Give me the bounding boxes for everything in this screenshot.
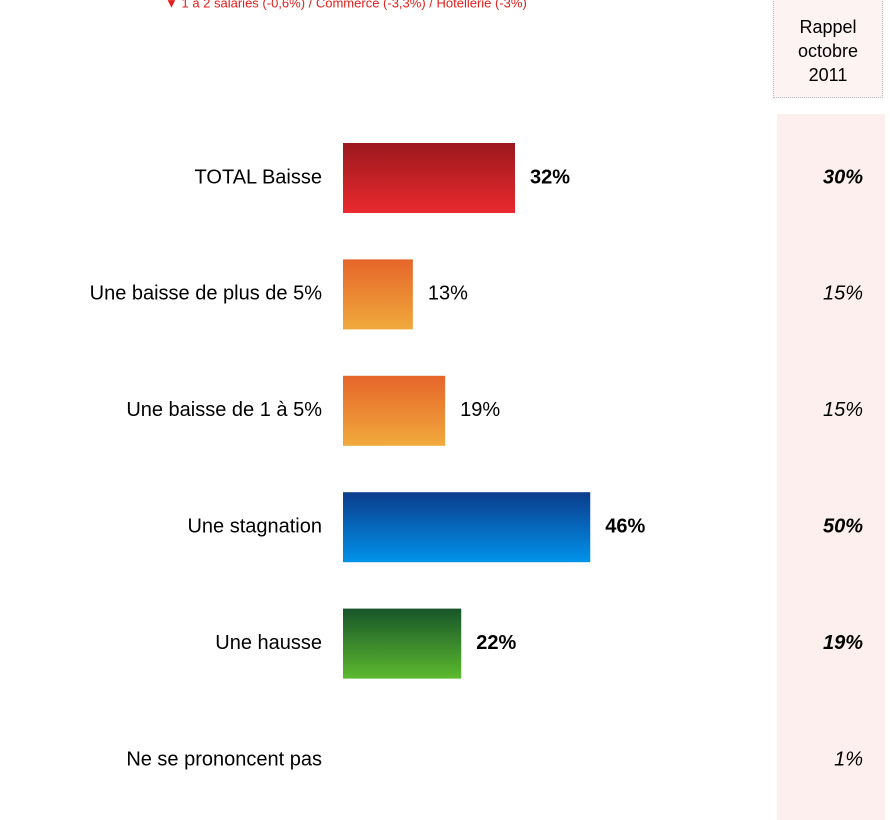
- category-label: Une stagnation: [187, 515, 322, 537]
- bar: [343, 259, 413, 330]
- category-label: Une hausse: [215, 632, 322, 654]
- annotation: ▼ 1 à 2 salariés (-0,6%) / Commerce (-3,…: [165, 0, 527, 10]
- category-label: Ne se prononcent pas: [126, 748, 322, 770]
- category-label: Une baisse de plus de 5%: [90, 283, 323, 305]
- comparison-label: 15%: [823, 283, 863, 305]
- bar: [343, 375, 446, 446]
- value-label: 22%: [476, 632, 516, 654]
- value-label: 32%: [530, 166, 570, 188]
- category-label: Une baisse de 1 à 5%: [126, 399, 322, 421]
- comparison-label: 15%: [823, 399, 863, 421]
- category-label: TOTAL Baisse: [195, 166, 322, 188]
- bar: [343, 492, 591, 563]
- bar: [343, 143, 515, 213]
- value-label: 46%: [605, 515, 645, 537]
- comparison-label: 50%: [823, 515, 863, 537]
- comparison-column: [777, 114, 885, 820]
- bar: [343, 608, 462, 679]
- value-label: 19%: [460, 399, 500, 421]
- value-label: 13%: [428, 283, 468, 305]
- comparison-label: 1%: [834, 748, 863, 770]
- comparison-label: 30%: [823, 166, 863, 188]
- comparison-header: Rappel octobre 2011: [773, 0, 883, 98]
- comparison-label: 19%: [823, 632, 863, 654]
